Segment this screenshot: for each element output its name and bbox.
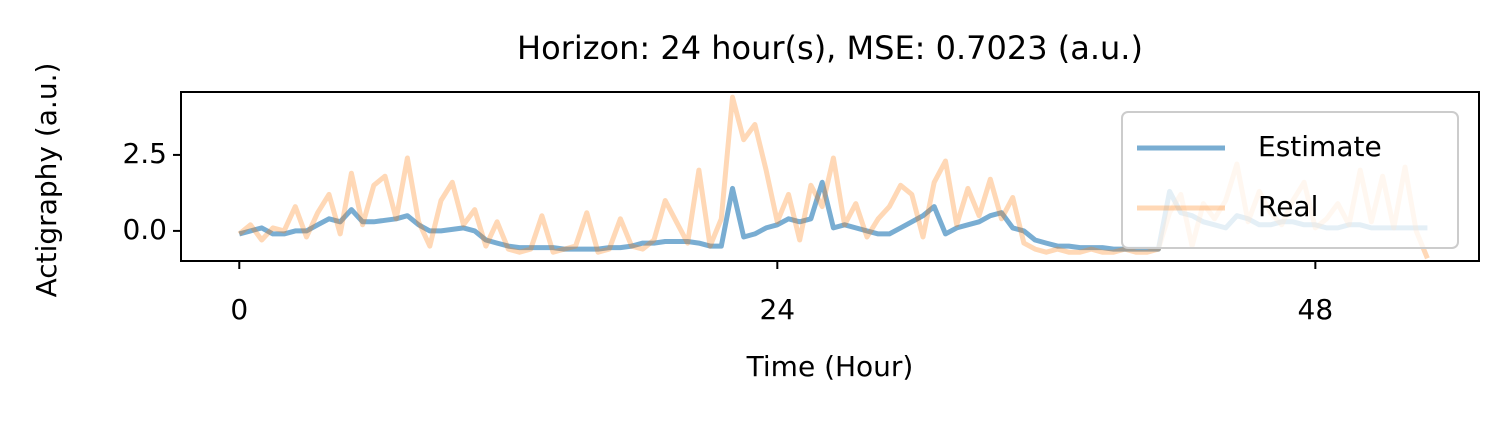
x-axis-label: Time (Hour)	[746, 350, 914, 383]
plot-frame	[180, 91, 1480, 262]
x-tick-label: 48	[1298, 293, 1334, 326]
x-tick-label: 0	[230, 293, 248, 326]
y-axis-label: Actigraphy (a.u.)	[30, 63, 63, 298]
legend-label: Real	[1258, 190, 1318, 223]
y-tick-label: 0.0	[122, 213, 167, 246]
x-tick-label: 24	[759, 293, 795, 326]
chart-title: Horizon: 24 hour(s), MSE: 0.7023 (a.u.)	[517, 29, 1143, 67]
legend-label: Estimate	[1258, 130, 1382, 163]
y-tick-label: 2.5	[122, 137, 167, 170]
